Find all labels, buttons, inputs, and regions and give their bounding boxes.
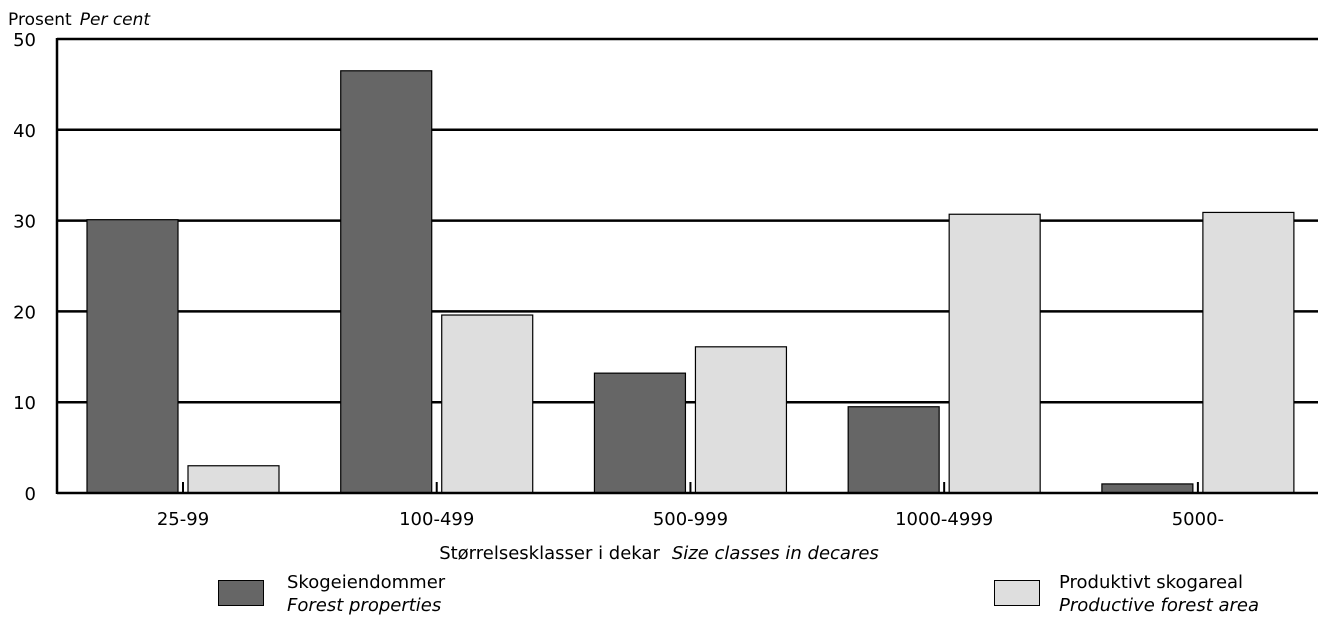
x-category-labels: 25-99 100-499 500-999 1000-4999 5000- [157,509,1224,530]
y-axis-title-en: Per cent [79,10,151,30]
x-tick-label-25-99: 25-99 [157,509,209,530]
bar-productive-forest-area-25-99 [187,465,280,494]
bar-forest-properties-1000-4999 [847,406,940,494]
y-tick-label-50: 50 [13,30,36,51]
bar-productive-forest-area-1000-4999 [948,213,1041,494]
x-axis-title-no: Størrelsesklasser i dekar [439,543,660,564]
y-tick-label-20: 20 [13,302,36,323]
y-tick-label-10: 10 [13,393,36,414]
legend-item-productive-forest-area: Produktivt skogareal Productive forest a… [994,572,1314,618]
x-axis-title: Størrelsesklasser i dekar Size classes in… [0,543,1318,564]
axes [55,38,1318,495]
legend-label-no: Skogeiendommer [287,572,446,593]
y-tick-labels: 0 10 20 30 40 50 [13,30,36,505]
y-tick-label-40: 40 [13,121,36,142]
legend-swatch-light [994,580,1040,606]
bar-productive-forest-area-5000- [1202,211,1295,494]
legend-label-en: Forest properties [287,595,442,616]
bar-forest-properties-500-999 [593,372,687,494]
bar-forest-properties-25-99 [86,219,179,494]
bar-chart: 0 10 20 30 40 50 25-99 100-499 500-999 1000-4999… [13,30,1318,530]
x-tick-label-1000-4999: 1000-4999 [895,509,993,530]
y-axis-title-no: Prosent [8,10,72,30]
x-axis-title-en: Size classes in decares [671,543,879,564]
bars [86,70,1295,494]
legend-label-en: Productive forest area [1059,595,1260,616]
y-tick-label-30: 30 [13,212,36,233]
x-tick-label-100-499: 100-499 [399,509,474,530]
legend-item-forest-properties: Skogeiendommer Forest properties [218,572,478,618]
x-tick-label-5000-: 5000- [1172,509,1224,530]
bar-productive-forest-area-100-499 [441,314,534,494]
legend-label-no: Produktivt skogareal [1059,572,1244,593]
gridlines [57,37,1318,404]
legend-swatch-dark [218,580,264,606]
y-axis-title: Prosent Per cent [8,10,150,30]
x-tick-label-500-999: 500-999 [653,509,728,530]
y-tick-label-0: 0 [25,484,36,505]
bar-forest-properties-100-499 [340,70,433,494]
bar-productive-forest-area-500-999 [694,346,788,494]
bar-forest-properties-5000- [1101,483,1194,494]
